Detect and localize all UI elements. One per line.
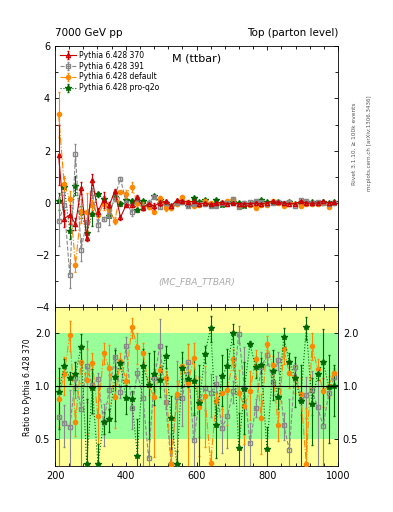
Text: mcplots.cern.ch [arXiv:1306.3436]: mcplots.cern.ch [arXiv:1306.3436] (367, 96, 373, 191)
Text: 7000 GeV pp: 7000 GeV pp (55, 28, 123, 38)
Text: Rivet 3.1.10, ≥ 100k events: Rivet 3.1.10, ≥ 100k events (352, 102, 357, 185)
Text: Top (parton level): Top (parton level) (246, 28, 338, 38)
Y-axis label: Ratio to Pythia 6.428 370: Ratio to Pythia 6.428 370 (23, 338, 32, 436)
Text: (MC_FBA_TTBAR): (MC_FBA_TTBAR) (158, 277, 235, 286)
Bar (55, 333, 338, 439)
Text: M (ttbar): M (ttbar) (172, 54, 221, 64)
Legend: Pythia 6.428 370, Pythia 6.428 391, Pythia 6.428 default, Pythia 6.428 pro-q2o: Pythia 6.428 370, Pythia 6.428 391, Pyth… (57, 48, 162, 95)
